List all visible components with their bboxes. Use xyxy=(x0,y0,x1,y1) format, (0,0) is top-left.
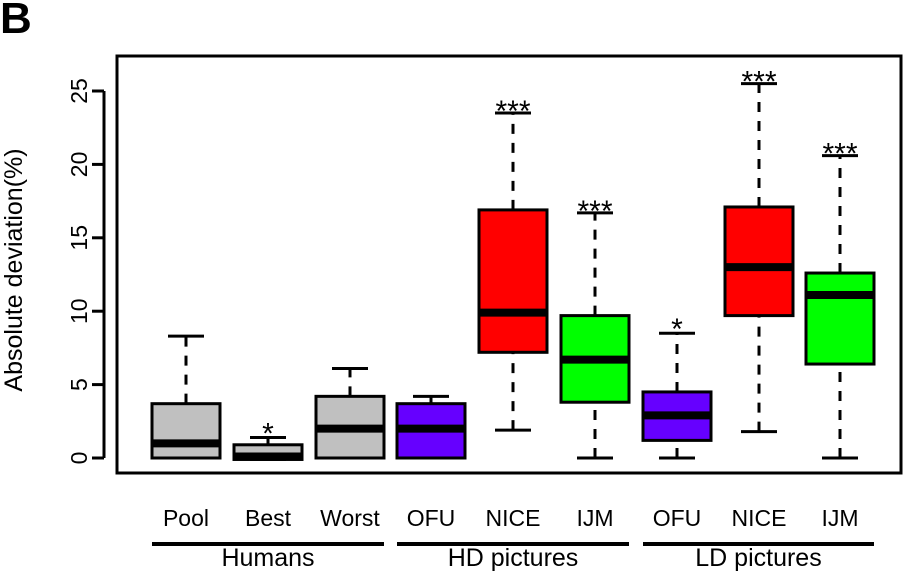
y-tick-label-3: 15 xyxy=(66,225,92,251)
box-3 xyxy=(395,394,467,460)
group-label-1: HD pictures xyxy=(448,544,579,572)
boxes: ************** xyxy=(150,66,876,461)
panel-letter: B xyxy=(0,0,32,43)
y-axis-label: Absolute deviation(%) xyxy=(0,148,28,391)
box-7: *** xyxy=(723,66,795,434)
box-8: *** xyxy=(804,138,876,460)
box-body-4 xyxy=(477,208,549,354)
significance-6: * xyxy=(671,313,683,346)
y-tick-label-2: 10 xyxy=(66,298,92,324)
x-tick-label-3: OFU xyxy=(407,505,456,531)
box-1: * xyxy=(232,417,304,461)
x-tick-label-8: IJM xyxy=(821,505,858,531)
group-label-2: LD pictures xyxy=(695,544,821,572)
y-tick-label-5: 25 xyxy=(66,78,92,104)
significance-4: *** xyxy=(495,95,530,128)
box-body-8 xyxy=(804,271,876,366)
x-tick-label-7: NICE xyxy=(732,505,787,531)
x-tick-label-2: Worst xyxy=(320,505,380,531)
box-2 xyxy=(314,366,386,460)
significance-7: *** xyxy=(741,66,776,99)
group-label-0: Humans xyxy=(221,544,314,572)
x-tick-label-6: OFU xyxy=(653,505,702,531)
x-tick-label-0: Pool xyxy=(163,505,209,531)
group-labels: Humans HD pictures LD pictures xyxy=(152,542,874,572)
y-tick-label-4: 20 xyxy=(66,152,92,178)
box-6: * xyxy=(641,313,713,460)
y-tick-label-0: 0 xyxy=(66,452,92,465)
x-tick-label-4: NICE xyxy=(486,505,541,531)
x-tick-labels: Pool Best Worst OFU NICE IJM OFU NICE IJM xyxy=(163,505,859,531)
significance-5: *** xyxy=(577,195,612,228)
plot-frame xyxy=(115,54,903,475)
box-0 xyxy=(150,334,222,460)
box-body-7 xyxy=(723,205,795,318)
x-tick-label-1: Best xyxy=(245,505,292,531)
significance-1: * xyxy=(262,417,274,450)
box-body-0 xyxy=(150,402,222,460)
box-5: *** xyxy=(559,195,631,460)
significance-8: *** xyxy=(822,138,857,171)
y-axis: 0 5 10 15 20 25 xyxy=(66,78,106,465)
x-tick-label-5: IJM xyxy=(576,505,613,531)
y-tick-label-1: 5 xyxy=(66,378,92,391)
box-4: *** xyxy=(477,95,549,432)
